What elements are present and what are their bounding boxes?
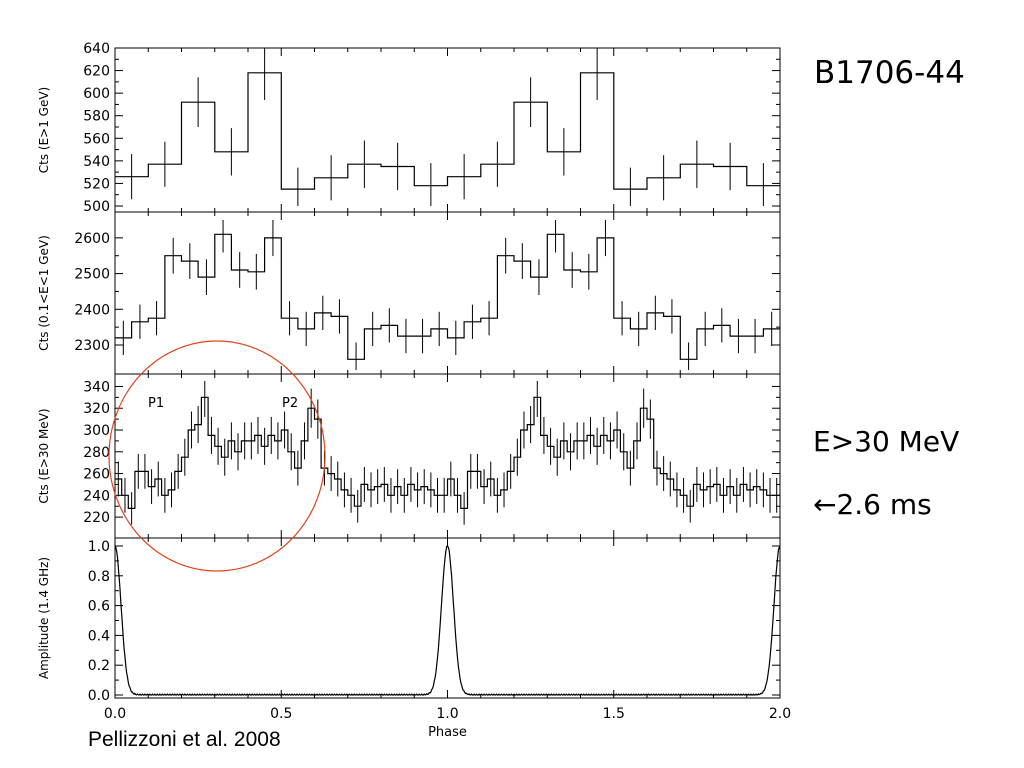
y-tick-label: 0.0 <box>88 688 110 704</box>
y-axis-label: Amplitude (1.4 GHz) <box>37 557 51 679</box>
x-tick-label: 0.0 <box>104 706 126 722</box>
panel-4: 0.0 0.2 0.4 0.6 0.8 1.0 Amplitude (1.4 GHz) 0.0… <box>37 537 791 740</box>
histogram-series <box>115 396 780 509</box>
y-tick-label: 340 <box>83 379 110 395</box>
x-tick-label: 1.0 <box>436 706 458 722</box>
y-tick-label: 2600 <box>74 231 110 247</box>
panel-1: 500 520 540 560 580 600 620 640 Cts (E>1 GeV) <box>37 41 781 215</box>
x-tick-label: 2.0 <box>769 706 791 722</box>
y-tick-label: 280 <box>83 445 110 461</box>
histogram-series <box>115 72 780 190</box>
y-tick-label: 2400 <box>74 302 110 318</box>
y-axis-label: Cts (0.1<E<1 GeV) <box>37 235 51 351</box>
y-tick-label: 500 <box>83 199 110 215</box>
y-tick-label: 320 <box>83 401 110 417</box>
y-tick-label: 560 <box>83 131 110 147</box>
peak1-label: P1 <box>148 396 164 411</box>
y-axis-label: Cts (E>1 GeV) <box>37 87 51 174</box>
y-tick-label: 0.2 <box>88 658 110 674</box>
radio-profile-series <box>114 544 781 696</box>
y-tick-label: 260 <box>83 467 110 483</box>
y-tick-label: 240 <box>83 488 110 504</box>
histogram-series <box>115 233 780 360</box>
energy-band-note: E>30 MeV <box>813 425 960 458</box>
citation-text: Pellizzoni et al. 2008 <box>88 728 281 751</box>
x-tick-label: 1.5 <box>603 706 625 722</box>
light-curve-panels: 500 520 540 560 580 600 620 640 Cts (E>1 GeV) 230… <box>37 41 791 740</box>
source-title: B1706-44 <box>814 55 965 91</box>
y-tick-label: 640 <box>83 41 110 57</box>
y-tick-label: 520 <box>83 176 110 192</box>
y-tick-label: 0.6 <box>88 599 110 615</box>
panel-3: 220 240 260 280 300 320 340 Cts (E>30 MeV) <box>37 373 781 539</box>
y-tick-label: 580 <box>83 109 110 125</box>
panel-2: 2300 2400 2500 2600 Cts (0.1<E<1 GeV) <box>37 211 781 375</box>
timing-offset-note: ←2.6 ms <box>813 488 932 521</box>
y-tick-label: 1.0 <box>88 539 110 555</box>
x-tick-label: 0.5 <box>270 706 292 722</box>
peaks-highlight-circle <box>108 340 326 572</box>
panel-frame <box>114 537 781 699</box>
x-axis-label: Phase <box>428 725 467 740</box>
y-tick-label: 0.4 <box>88 628 110 644</box>
y-tick-label: 620 <box>83 64 110 80</box>
peak2-label: P2 <box>282 396 298 411</box>
y-axis-label: Cts (E>30 MeV) <box>37 408 51 503</box>
panel-frame <box>114 373 781 539</box>
y-tick-label: 600 <box>83 86 110 102</box>
y-tick-label: 0.8 <box>88 569 110 585</box>
y-tick-label: 220 <box>83 510 110 526</box>
y-tick-label: 2300 <box>74 338 110 354</box>
y-tick-label: 540 <box>83 154 110 170</box>
y-tick-label: 2500 <box>74 267 110 283</box>
y-tick-label: 300 <box>83 423 110 439</box>
